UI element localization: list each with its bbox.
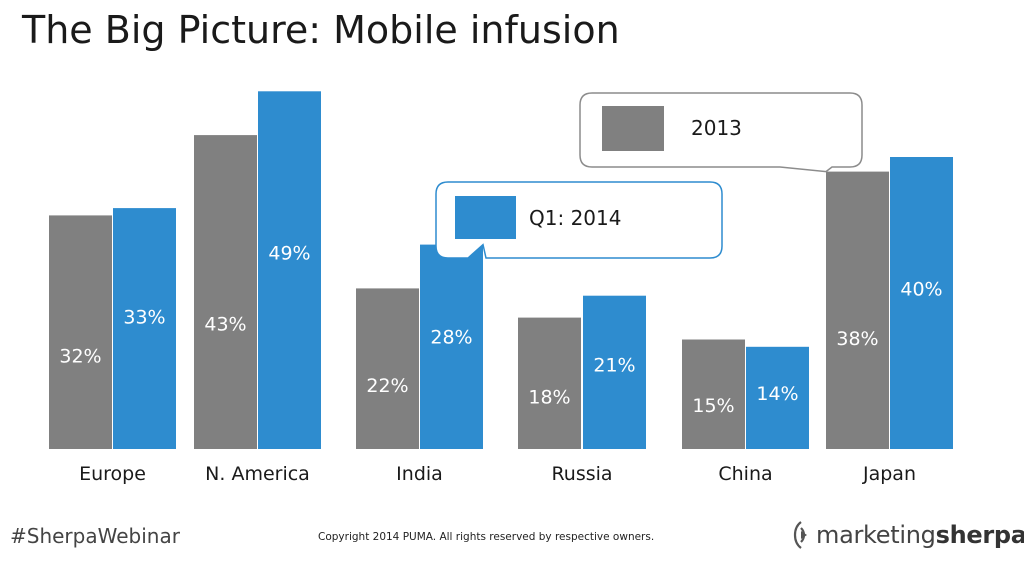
marketingsherpa-logo: marketing sherpa — [790, 518, 1024, 552]
bar-russia-q1-2014 — [583, 295, 646, 449]
bar-europe-q1-2014 — [113, 208, 176, 449]
category-label-india: India — [396, 463, 443, 485]
data-label-japan-2013: 38% — [836, 328, 878, 350]
data-label-russia-q1-2014: 21% — [593, 355, 635, 377]
data-label-n-america-q1-2014: 49% — [268, 242, 310, 264]
bar-n-america-q1-2014 — [258, 91, 321, 450]
data-label-india-q1-2014: 28% — [430, 327, 472, 349]
category-label-n-america: N. America — [205, 463, 310, 485]
bar-china-q1-2014 — [746, 346, 809, 449]
bar-japan-q1-2014 — [890, 157, 953, 449]
data-label-n-america-2013: 43% — [204, 313, 246, 335]
data-label-china-q1-2014: 14% — [756, 383, 798, 405]
bar-russia-2013 — [518, 317, 581, 449]
logo-text-marketing: marketing — [816, 521, 936, 549]
data-label-japan-q1-2014: 40% — [900, 278, 942, 300]
legend-label-2013: 2013 — [691, 116, 742, 140]
bar-n-america-2013 — [194, 135, 257, 449]
bar-japan-2013 — [826, 171, 889, 449]
copyright-notice: Copyright 2014 PUMA. All rights reserved… — [318, 531, 655, 543]
category-label-russia: Russia — [551, 463, 612, 485]
bar-china-2013 — [682, 339, 745, 449]
data-label-europe-q1-2014: 33% — [123, 307, 165, 329]
category-label-china: China — [718, 463, 772, 485]
data-label-india-2013: 22% — [366, 375, 408, 397]
bar-europe-2013 — [49, 215, 112, 449]
page-title: The Big Picture: Mobile infusion — [22, 8, 620, 52]
data-label-europe-2013: 32% — [59, 346, 101, 368]
legend-swatch-q1-2014 — [455, 196, 516, 239]
legend-swatch-2013 — [602, 106, 664, 151]
category-label-japan: Japan — [862, 463, 916, 485]
logo-text-sherpa: sherpa — [935, 521, 1024, 549]
bar-india-q1-2014 — [420, 244, 483, 449]
hashtag: #SherpaWebinar — [10, 524, 180, 548]
category-label-europe: Europe — [79, 463, 146, 485]
logo-icon — [793, 521, 807, 549]
bar-india-2013 — [356, 288, 419, 449]
data-label-china-2013: 15% — [692, 395, 734, 417]
data-label-russia-2013: 18% — [528, 386, 570, 408]
legend-label-q1-2014: Q1: 2014 — [529, 206, 621, 230]
